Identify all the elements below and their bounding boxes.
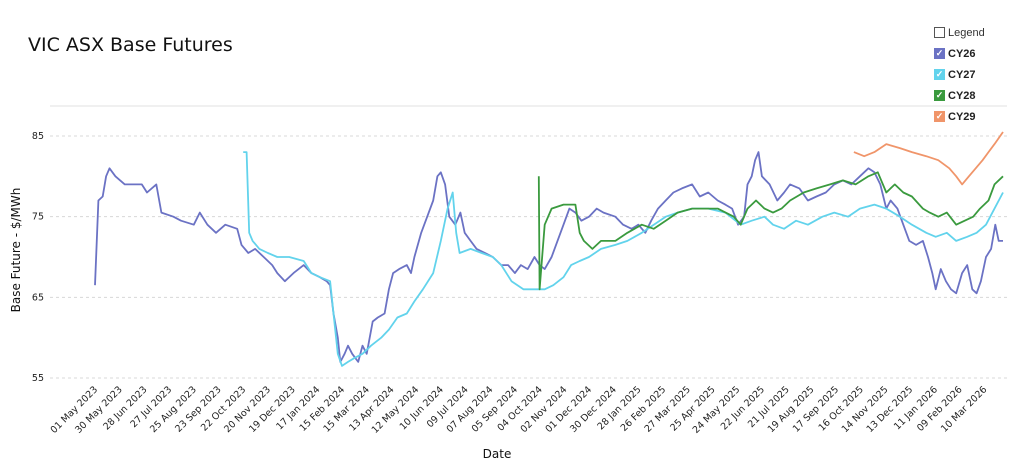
legend: Legend ✓ CY26 ✓ CY27 ✓ CY28 ✓ CY29 xyxy=(934,22,985,127)
y-tick-label: 65 xyxy=(32,292,44,303)
series-line-cy26 xyxy=(94,151,1003,363)
grid-lines xyxy=(50,105,1007,379)
legend-item-cy27[interactable]: ✓ CY27 xyxy=(934,64,985,85)
series-line-cy27 xyxy=(243,151,1004,367)
legend-checkbox-icon[interactable] xyxy=(934,27,945,38)
legend-item-cy29[interactable]: ✓ CY29 xyxy=(934,106,985,127)
legend-header: Legend xyxy=(934,22,985,43)
series-line-cy28 xyxy=(537,171,1004,291)
checkmark-icon[interactable]: ✓ xyxy=(934,90,945,101)
legend-item-label: CY29 xyxy=(948,110,976,123)
legend-item-label: CY28 xyxy=(948,89,976,102)
legend-item-cy26[interactable]: ✓ CY26 xyxy=(934,43,985,64)
legend-item-cy28[interactable]: ✓ CY28 xyxy=(934,85,985,106)
legend-title: Legend xyxy=(948,26,985,39)
legend-item-label: CY27 xyxy=(948,68,976,81)
checkmark-icon[interactable]: ✓ xyxy=(934,48,945,59)
checkmark-icon[interactable]: ✓ xyxy=(934,69,945,80)
y-tick-label: 75 xyxy=(32,212,44,223)
series-lines xyxy=(94,131,1004,367)
x-axis-title: Date xyxy=(483,447,512,461)
series-line-cy29 xyxy=(853,131,1004,186)
y-tick-label: 85 xyxy=(32,131,44,142)
chart-title: VIC ASX Base Futures xyxy=(28,34,233,56)
y-tick-label: 55 xyxy=(32,373,44,384)
legend-item-label: CY26 xyxy=(948,47,976,60)
checkmark-icon[interactable]: ✓ xyxy=(934,111,945,122)
y-axis-ticks: 55 65 75 85 xyxy=(32,131,44,384)
y-axis-title: Base Future - $/MWh xyxy=(9,188,23,313)
